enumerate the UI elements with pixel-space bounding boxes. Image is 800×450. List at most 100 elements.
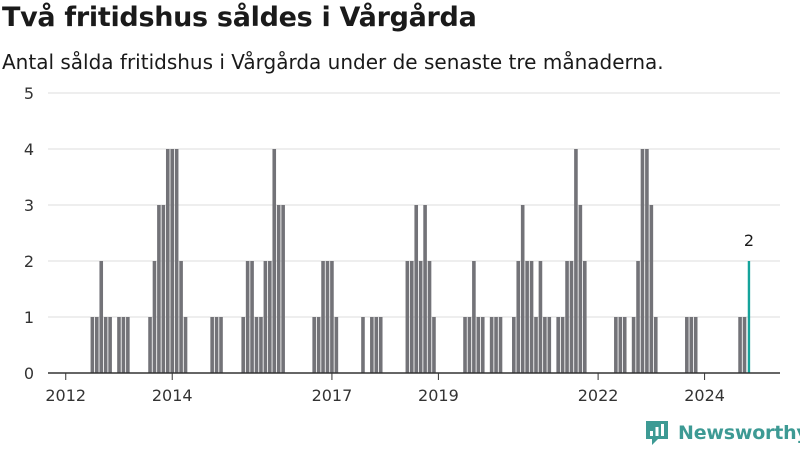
bar (543, 317, 547, 373)
bar (645, 149, 649, 373)
bar (152, 261, 157, 373)
bar (520, 205, 525, 373)
bar (636, 261, 640, 373)
y-tick-label: 5 (24, 84, 34, 103)
bar (418, 261, 423, 373)
bar (529, 261, 534, 373)
bar (467, 317, 472, 373)
chart-title: Två fritidshus såldes i Vårgårda (2, 2, 477, 33)
bar (653, 317, 658, 373)
bar (578, 205, 583, 373)
bar (148, 317, 152, 373)
bar (210, 317, 214, 373)
newsworthy-logo[interactable]: Newsworthy (644, 419, 800, 447)
bar (126, 317, 130, 373)
bar (569, 261, 574, 373)
bar (281, 205, 285, 373)
x-tick-label: 2024 (684, 386, 725, 405)
bar (560, 317, 565, 373)
bar (325, 261, 330, 373)
bar (498, 317, 503, 373)
bar (432, 317, 436, 373)
bar (494, 317, 498, 373)
bar (427, 261, 432, 373)
bar (689, 317, 694, 373)
bar (405, 261, 410, 373)
bar (276, 205, 281, 373)
bar (480, 317, 485, 373)
bar (463, 317, 467, 373)
bar (583, 261, 587, 373)
bar-value-label: 2 (744, 231, 754, 250)
bar (489, 317, 494, 373)
bar (618, 317, 623, 373)
x-tick-label: 2017 (312, 386, 353, 405)
bar (738, 317, 742, 373)
x-axis: 2012 2014 2017 2019 2022 2024 (45, 372, 780, 405)
bar (219, 317, 223, 373)
grid-lines (48, 92, 780, 318)
y-tick-label: 4 (24, 140, 34, 159)
bar (409, 261, 414, 373)
bar (414, 205, 419, 373)
y-tick-label: 0 (24, 364, 34, 383)
bar (95, 317, 99, 373)
x-tick-label: 2012 (45, 386, 86, 405)
bar (534, 317, 538, 373)
bar (374, 317, 379, 373)
bar (512, 317, 516, 373)
bar (245, 261, 250, 373)
bar (361, 317, 365, 373)
bar (378, 317, 383, 373)
y-tick-label: 1 (24, 308, 34, 327)
bar (174, 149, 179, 373)
bar (640, 149, 645, 373)
bar (108, 317, 112, 373)
data-labels: 2 (744, 231, 754, 250)
bar (693, 317, 698, 373)
bar (649, 205, 654, 373)
x-tick-label: 2022 (578, 386, 619, 405)
bar (254, 317, 259, 373)
bar (157, 205, 161, 373)
x-tick-label: 2014 (152, 386, 193, 405)
newsworthy-logo-icon (646, 421, 668, 445)
bar (556, 317, 560, 373)
bar (99, 261, 104, 373)
y-tick-label: 2 (24, 252, 34, 271)
bar (631, 317, 636, 373)
newsworthy-logo-text: Newsworthy (678, 422, 800, 444)
bar (321, 261, 325, 373)
bar (165, 149, 170, 373)
bar (250, 261, 254, 373)
bar (312, 317, 316, 373)
bar (622, 317, 627, 373)
bar (370, 317, 374, 373)
bar (614, 317, 618, 373)
bar (214, 317, 219, 373)
bar (525, 261, 529, 373)
chart-subtitle: Antal sålda fritidshus i Vårgårda under … (2, 50, 664, 74)
bar (516, 261, 521, 373)
bar (574, 149, 578, 373)
bar (161, 205, 166, 373)
x-tick-label: 2019 (418, 386, 459, 405)
bar (268, 261, 272, 373)
bar (334, 317, 339, 373)
bar (263, 261, 268, 373)
bar (90, 317, 95, 373)
y-axis: 0 1 2 3 4 5 (24, 84, 34, 383)
bar (330, 261, 334, 373)
bar (476, 317, 481, 373)
bar (170, 149, 175, 373)
bar (547, 317, 552, 373)
bar-highlight (747, 261, 751, 373)
bar (316, 317, 321, 373)
bar (183, 317, 188, 373)
bar (742, 317, 747, 373)
bar (472, 261, 476, 373)
bar (565, 261, 569, 373)
bar (272, 149, 277, 373)
bar (423, 205, 427, 373)
